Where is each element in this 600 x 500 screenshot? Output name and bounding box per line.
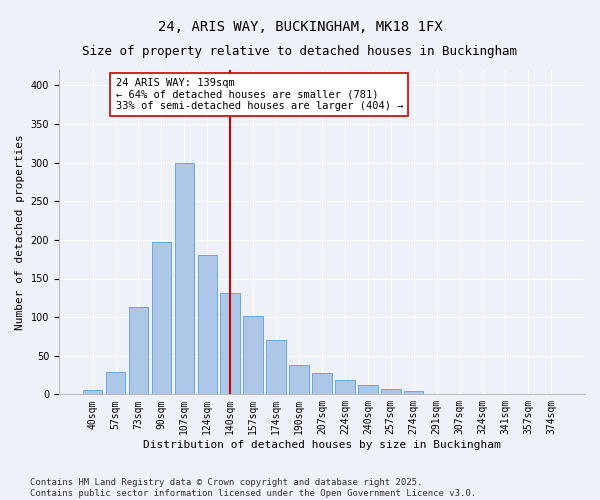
- Text: 24 ARIS WAY: 139sqm
← 64% of detached houses are smaller (781)
33% of semi-detac: 24 ARIS WAY: 139sqm ← 64% of detached ho…: [116, 78, 403, 111]
- Bar: [266, 340, 286, 394]
- Bar: [289, 365, 309, 394]
- Bar: [244, 316, 263, 394]
- Bar: [197, 254, 217, 394]
- Y-axis label: Number of detached properties: Number of detached properties: [15, 134, 25, 330]
- Bar: [83, 390, 103, 394]
- Text: Size of property relative to detached houses in Buckingham: Size of property relative to detached ho…: [83, 45, 517, 58]
- Bar: [175, 162, 194, 394]
- Bar: [335, 380, 355, 394]
- Text: Contains HM Land Registry data © Crown copyright and database right 2025.
Contai: Contains HM Land Registry data © Crown c…: [30, 478, 476, 498]
- Bar: [152, 242, 171, 394]
- Bar: [358, 385, 377, 394]
- Bar: [381, 389, 401, 394]
- Bar: [220, 293, 240, 394]
- Bar: [404, 391, 424, 394]
- Bar: [312, 374, 332, 394]
- Bar: [106, 372, 125, 394]
- Bar: [128, 307, 148, 394]
- Text: 24, ARIS WAY, BUCKINGHAM, MK18 1FX: 24, ARIS WAY, BUCKINGHAM, MK18 1FX: [158, 20, 442, 34]
- X-axis label: Distribution of detached houses by size in Buckingham: Distribution of detached houses by size …: [143, 440, 501, 450]
